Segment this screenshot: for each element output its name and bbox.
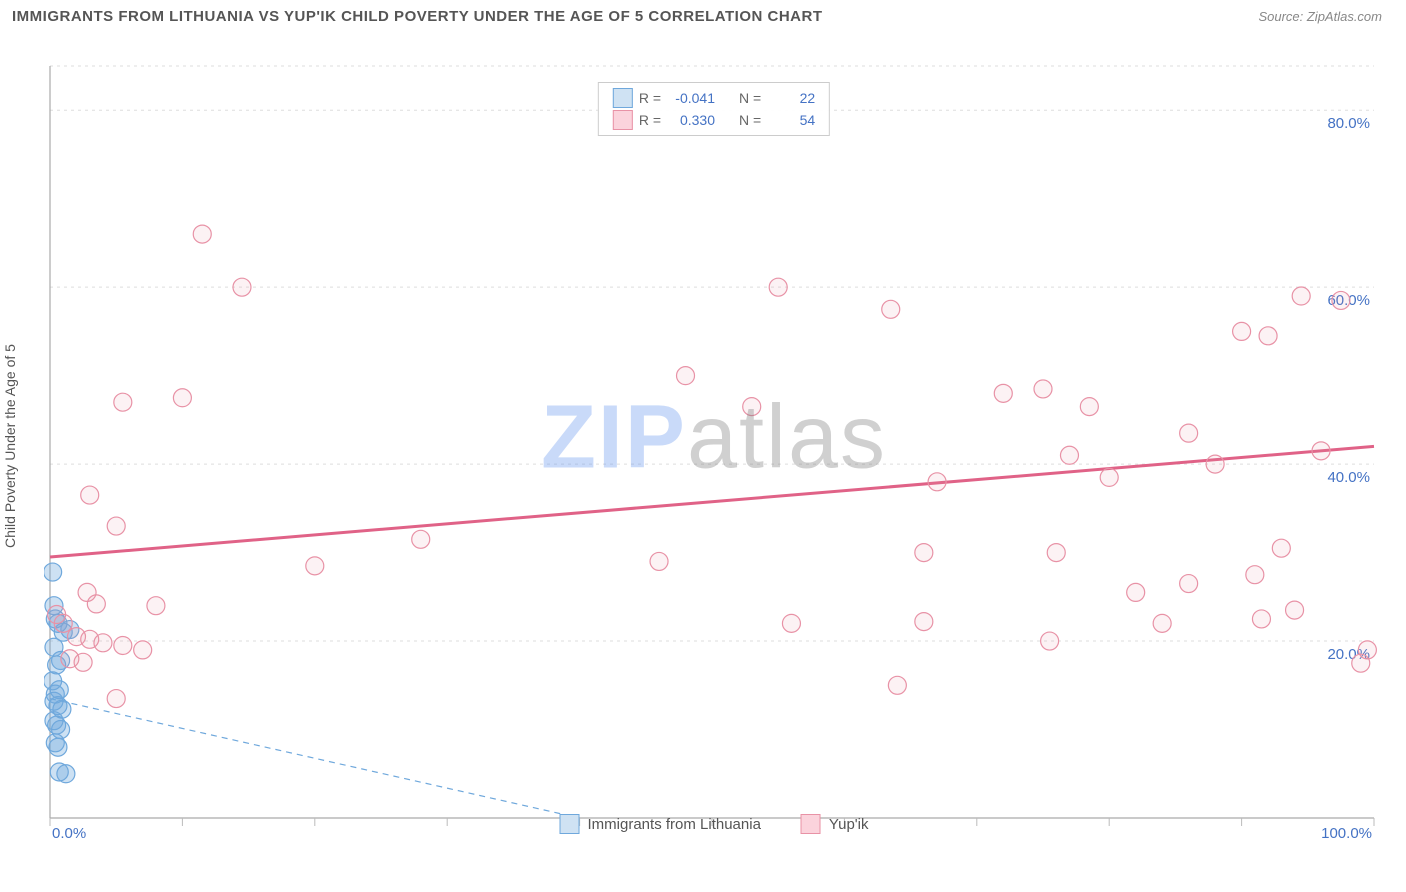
header-bar: IMMIGRANTS FROM LITHUANIA VS YUP'IK CHIL…: [0, 0, 1406, 29]
y-axis-label: Child Poverty Under the Age of 5: [2, 344, 18, 548]
svg-text:100.0%: 100.0%: [1321, 825, 1372, 838]
legend-swatch-lithuania-bottom: [560, 814, 580, 834]
source-attribution: Source: ZipAtlas.com: [1258, 9, 1382, 24]
legend-item-yupik: Yup'ik: [801, 814, 869, 834]
scatter-plot: 20.0%40.0%60.0%80.0%0.0%100.0%: [44, 38, 1384, 838]
svg-text:0.0%: 0.0%: [52, 825, 86, 838]
chart-title: IMMIGRANTS FROM LITHUANIA VS YUP'IK CHIL…: [12, 8, 822, 25]
r-label: R =: [639, 90, 661, 106]
legend-swatch-yupik: [613, 110, 633, 130]
svg-text:80.0%: 80.0%: [1327, 115, 1370, 132]
source-link[interactable]: ZipAtlas.com: [1307, 9, 1382, 24]
legend-swatch-lithuania: [613, 88, 633, 108]
n-label: N =: [739, 90, 761, 106]
legend-swatch-yupik-bottom: [801, 814, 821, 834]
r-label: R =: [639, 112, 661, 128]
legend-row-yupik: R = 0.330 N = 54: [599, 109, 829, 131]
legend-item-lithuania: Immigrants from Lithuania: [560, 814, 761, 834]
legend-label: Yup'ik: [829, 816, 869, 833]
correlation-legend: R = -0.041 N = 22 R = 0.330 N = 54: [598, 82, 830, 136]
r-value: 0.330: [667, 112, 715, 128]
r-value: -0.041: [667, 90, 715, 106]
series-legend: Immigrants from Lithuania Yup'ik: [560, 814, 869, 834]
legend-label: Immigrants from Lithuania: [588, 816, 761, 833]
legend-row-lithuania: R = -0.041 N = 22: [599, 87, 829, 109]
source-prefix: Source:: [1258, 9, 1306, 24]
chart-container: ZIPatlas 20.0%40.0%60.0%80.0%0.0%100.0% …: [44, 38, 1384, 838]
n-label: N =: [739, 112, 761, 128]
svg-text:40.0%: 40.0%: [1327, 469, 1370, 486]
n-value: 54: [767, 112, 815, 128]
n-value: 22: [767, 90, 815, 106]
